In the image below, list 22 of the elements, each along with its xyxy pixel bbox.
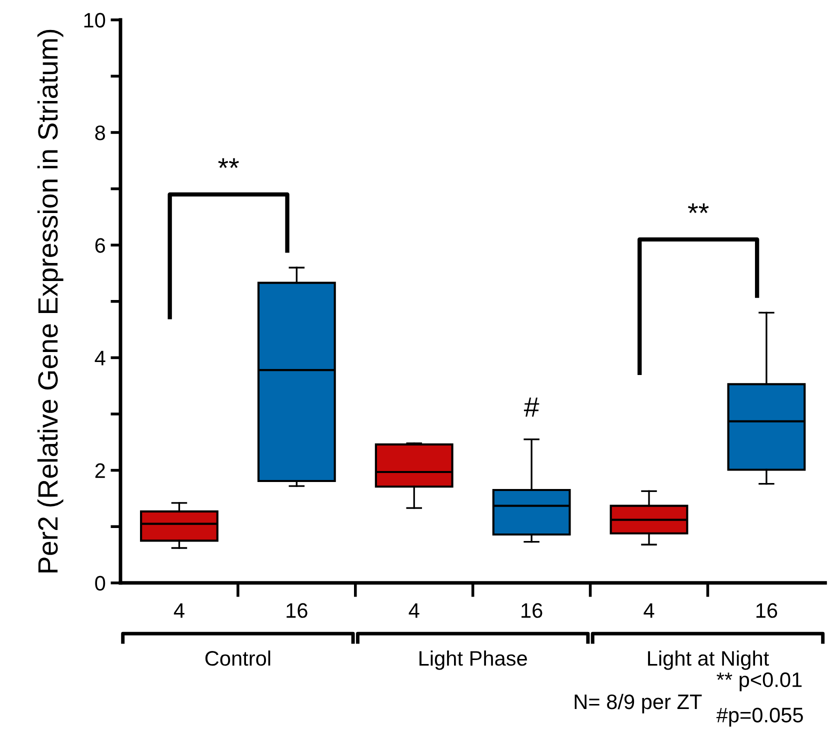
x-tick-label: 4 [408, 603, 420, 618]
y-tick-label: 4 [94, 350, 106, 366]
annotation: # [524, 398, 540, 417]
x-tick-label: 16 [522, 603, 542, 618]
y-axis-title: Per2 (Relative Gene Expression in Striatum) [37, 30, 64, 572]
text: Light at Night [648, 650, 769, 670]
x-tick-label: 4 [174, 603, 184, 618]
y-tick-label: 10 [84, 12, 106, 28]
y-tick-label: 0 [95, 576, 106, 591]
annotation: ** [688, 203, 709, 214]
text: Control [205, 650, 270, 666]
x-tick-label: 4 [644, 603, 654, 618]
x-tick-label: 16 [756, 603, 778, 618]
x-tick-label: 16 [286, 603, 308, 618]
annotation: ** [218, 158, 239, 168]
text: Light Phase [420, 650, 527, 670]
y-tick-label: 6 [95, 238, 105, 253]
y-tick-label: 2 [95, 463, 105, 478]
y-tick-label: 8 [95, 125, 106, 140]
text: #p=0.055 [716, 708, 803, 727]
text: ** p<0.01 [716, 672, 802, 692]
text: N= 8/9 per ZT [574, 694, 702, 714]
